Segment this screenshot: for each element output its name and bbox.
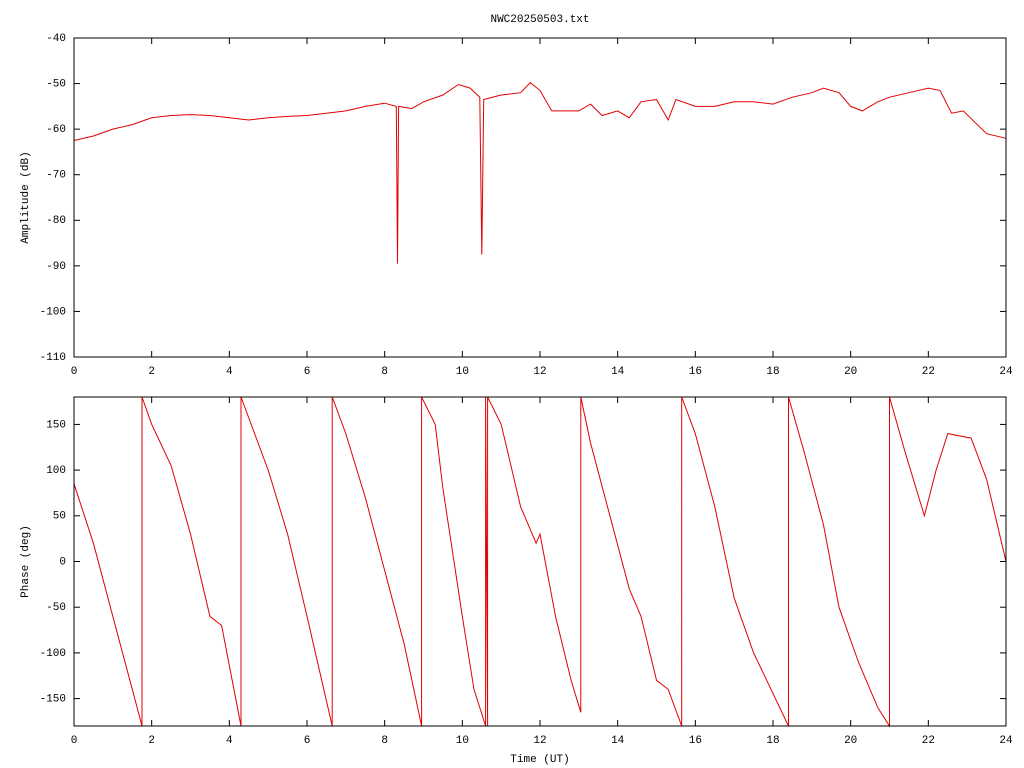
y-tick-label: -50 [46,78,66,90]
x-tick-label: 0 [71,735,78,747]
x-tick-label: 10 [456,366,469,378]
plot-frame [73,396,1007,727]
y-tick-label: 100 [46,465,66,477]
data-line [73,396,1007,728]
x-tick-label: 0 [71,366,78,378]
x-tick-label: 6 [304,366,311,378]
y-tick-label: -60 [46,124,66,136]
x-axis-label: Time (UT) [510,754,569,766]
y-tick-label: 150 [46,419,66,431]
y-axis-label: Phase (deg) [20,525,32,598]
x-tick-label: 18 [766,735,779,747]
x-tick-label: 2 [148,735,155,747]
x-tick-label: 22 [922,735,935,747]
x-tick-label: 4 [226,366,233,378]
x-tick-label: 24 [999,366,1013,378]
y-tick-label: -90 [46,261,66,273]
x-tick-label: 18 [766,366,779,378]
x-tick-label: 10 [456,735,469,747]
chart-title: NWC20250503.txt [490,14,589,26]
x-tick-label: 24 [999,735,1013,747]
x-tick-label: 20 [844,366,857,378]
x-tick-label: 20 [844,735,857,747]
x-tick-label: 16 [689,366,702,378]
y-tick-label: -100 [40,648,66,660]
x-tick-label: 2 [148,366,155,378]
data-line [73,82,1007,264]
y-tick-label: 50 [53,511,66,523]
y-tick-label: -70 [46,170,66,182]
y-tick-label: 0 [59,556,66,568]
plot-frame [73,37,1007,358]
x-tick-label: 4 [226,735,233,747]
y-tick-label: -100 [40,306,66,318]
x-tick-label: 12 [533,735,546,747]
x-tick-label: 14 [611,735,625,747]
x-tick-label: 8 [381,735,388,747]
x-tick-label: 16 [689,735,702,747]
x-tick-label: 12 [533,366,546,378]
y-tick-label: -80 [46,215,66,227]
y-axis-label: Amplitude (dB) [20,151,32,243]
x-tick-label: 22 [922,366,935,378]
y-tick-label: -50 [46,602,66,614]
x-tick-label: 14 [611,366,625,378]
y-tick-label: -150 [40,693,66,705]
x-tick-label: 6 [304,735,311,747]
y-tick-label: -40 [46,33,66,45]
x-tick-label: 8 [381,366,388,378]
y-tick-label: -110 [40,352,66,364]
